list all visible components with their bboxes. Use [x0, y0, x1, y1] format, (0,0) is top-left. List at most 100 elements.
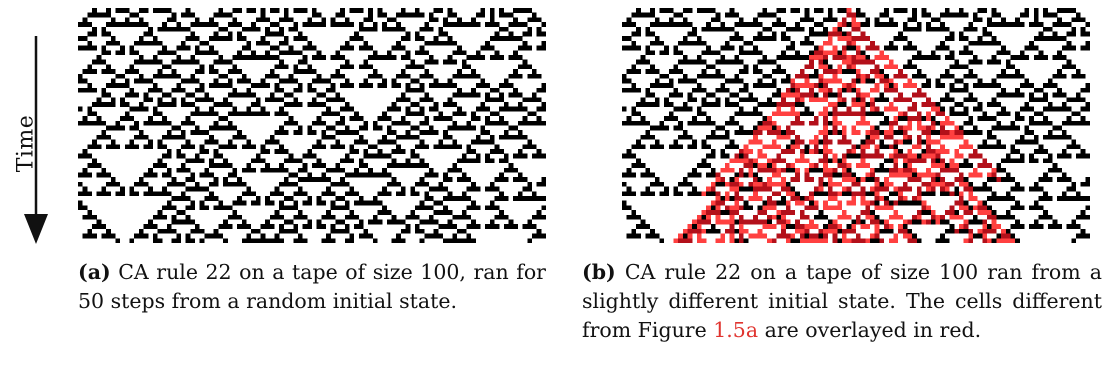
ca-b-diff-cell [785, 191, 791, 197]
ca-b-diff-cell [935, 172, 941, 178]
ca-a-cell [424, 73, 430, 79]
ca-a-cell [152, 172, 158, 178]
ca-a-cell [377, 83, 383, 88]
ca-a-cell [166, 120, 172, 126]
ca-b-diff-cell [930, 149, 936, 154]
ca-a-cell [405, 97, 411, 103]
ca-b-diff-cell [846, 177, 852, 182]
ca-b-cell [1038, 120, 1044, 126]
ca-a-cell [138, 228, 144, 234]
ca-b-diff-cell [799, 69, 805, 74]
ca-b-cell [1001, 17, 1006, 23]
ca-b-diff-cell [884, 181, 889, 187]
ca-a-cell [461, 238, 467, 243]
ca-b-cell [991, 83, 997, 88]
ca-a-cell [223, 59, 228, 65]
ca-a-cell [344, 59, 350, 65]
ca-b-diff-cell [921, 130, 927, 135]
ca-a-cell [138, 59, 144, 65]
ca-b-diff-cell [902, 181, 908, 187]
ca-a-cell [120, 83, 125, 88]
ca-a-cell [377, 149, 383, 154]
ca-a-cell [475, 116, 481, 121]
ca-a-cell [447, 134, 453, 140]
ca-a-cell [297, 233, 303, 239]
ca-b-cell [987, 196, 992, 201]
ca-a-cell [96, 224, 102, 229]
ca-a-cell [293, 50, 299, 56]
ca-a-cell [241, 167, 247, 173]
ca-a-cell [120, 73, 125, 79]
ca-b-cell [1001, 144, 1006, 150]
ca-b-cell [1071, 97, 1077, 103]
ca-b-cell [963, 73, 969, 79]
ca-a-cell [363, 233, 369, 239]
ca-b-cell [687, 181, 693, 187]
ca-b-diff-cell [874, 134, 880, 140]
ca-b-cell [696, 106, 702, 112]
ca-a-cell [78, 172, 83, 178]
ca-b-diff-cell [870, 59, 875, 65]
ca-b-cell [1052, 167, 1058, 173]
ca-a-cell [461, 196, 467, 201]
ca-a-cell [134, 233, 139, 239]
ca-a-cell [92, 120, 97, 126]
ca-a-cell [302, 214, 308, 220]
ca-b-cell [912, 200, 917, 206]
ca-b-diff-cell [804, 196, 810, 201]
ca-a-cell [480, 102, 486, 107]
ca-a-cell [288, 92, 294, 98]
ca-a-cell [148, 31, 153, 37]
ca-a-cell [185, 92, 191, 98]
ca-a-cell [475, 22, 481, 27]
ca-a-cell [129, 144, 135, 150]
ca-a-cell [166, 134, 172, 140]
ca-a-cell [251, 83, 256, 88]
ca-b-cell [1005, 92, 1011, 98]
ca-b-diff-cell [757, 233, 763, 239]
ca-a-cell [241, 191, 247, 197]
ca-b-diff-cell [809, 55, 814, 60]
ca-a-cell [115, 8, 121, 13]
ca-a-cell [171, 219, 177, 225]
ca-b-cell [912, 8, 917, 13]
ca-a-cell [312, 22, 317, 27]
ca-a-cell [354, 167, 359, 173]
ca-b-diff-cell [809, 163, 814, 168]
ca-b-cell [1057, 106, 1062, 112]
ca-b-diff-cell [809, 233, 814, 239]
ca-b-cell [743, 205, 749, 211]
ca-a-cell [396, 40, 401, 46]
ca-b-cell [631, 111, 637, 117]
ca-b-diff-cell [809, 83, 814, 88]
ca-b-cell [1038, 149, 1044, 154]
ca-b-cell [1066, 153, 1072, 159]
ca-a-cell [297, 167, 303, 173]
ca-a-cell [237, 134, 242, 140]
ca-a-cell [279, 149, 284, 154]
ca-a-cell [279, 163, 284, 168]
ca-b-cell [837, 172, 843, 178]
ca-b-cell [963, 26, 969, 32]
ca-b-cell [884, 22, 889, 27]
ca-b-diff-cell [856, 26, 861, 32]
ca-b-cell [1005, 59, 1011, 65]
ca-b-cell [940, 40, 945, 46]
ca-a-cell [237, 214, 242, 220]
ca-b-diff-cell [827, 177, 833, 182]
ca-b-diff-cell [874, 224, 880, 229]
ca-b-cell [856, 78, 861, 84]
ca-b-cell [748, 40, 754, 46]
ca-b-cell [631, 163, 637, 168]
ca-b-diff-cell [902, 233, 908, 239]
ca-b-diff-cell [776, 125, 782, 131]
ca-b-diff-cell [757, 125, 763, 131]
ca-b-diff-cell [949, 214, 955, 220]
ca-a-cell [232, 22, 238, 27]
ca-a-cell [494, 177, 500, 182]
ca-a-cell [372, 200, 378, 206]
ca-b-cell [1010, 64, 1016, 70]
ca-a-cell [513, 92, 518, 98]
figure-ref-link[interactable]: 1.5a [713, 318, 759, 342]
ca-b-cell [1033, 200, 1039, 206]
